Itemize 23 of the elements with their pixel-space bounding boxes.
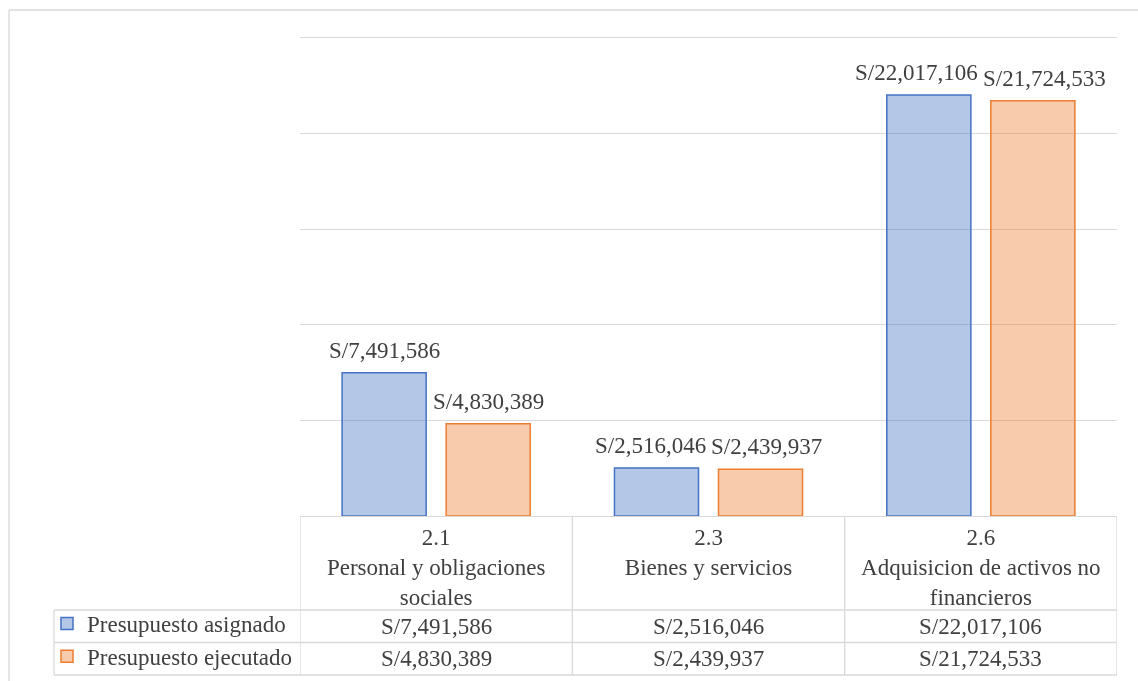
data-label: S/7,491,586 <box>381 614 493 639</box>
bar <box>990 99 1076 516</box>
text: S/2,516,046 <box>595 433 707 458</box>
data-label: S/22,017,106 <box>919 614 1042 639</box>
bar <box>341 372 427 516</box>
bar <box>717 468 804 516</box>
bar <box>613 467 700 516</box>
text: S/22,017,106 <box>855 60 978 85</box>
text: S/2,439,937 <box>711 434 823 459</box>
data-label: S/2,516,046 <box>653 614 765 639</box>
data-label: S/21,724,533 <box>919 646 1042 671</box>
bar <box>886 94 972 516</box>
x-tick-label: 2.6 Adquisicion de activos no financieros <box>861 524 1101 610</box>
legend-label: Presupuesto asignado <box>87 612 286 638</box>
x-tick-label: 2.3 Bienes y servicios <box>624 524 793 580</box>
text: S/21,724,533 <box>983 66 1106 91</box>
data-label: S/2,439,937 <box>653 646 765 671</box>
legend-label: Presupuesto ejecutado <box>87 645 293 671</box>
bar <box>445 422 531 516</box>
text: S/7,491,586 <box>329 338 441 363</box>
data-label: S/4,830,389 <box>381 646 493 671</box>
text: S/4,830,389 <box>433 389 545 414</box>
x-tick-label: 2.1 Personal y obligaciones sociales <box>326 524 546 610</box>
